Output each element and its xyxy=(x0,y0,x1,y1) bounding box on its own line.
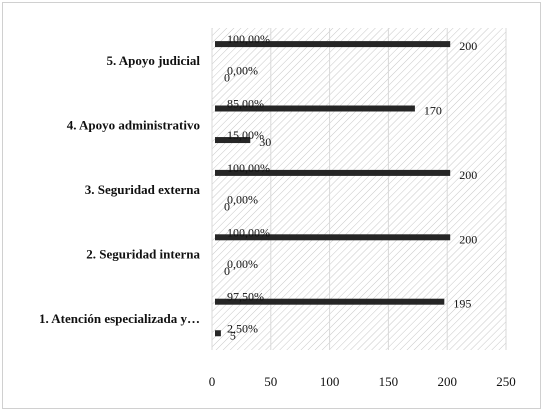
x-tick-label: 100 xyxy=(320,374,340,389)
bars-layer xyxy=(215,41,451,337)
category-label: 1. Atención especializada y… xyxy=(39,311,200,326)
percent-label: 100,00% xyxy=(227,225,270,239)
bar xyxy=(215,234,451,241)
value-label: 170 xyxy=(424,104,442,118)
plot-area xyxy=(212,28,506,350)
value-label: 200 xyxy=(459,232,477,246)
category-label: 2. Seguridad interna xyxy=(86,246,200,261)
value-label: 5 xyxy=(230,328,236,342)
x-tick-label: 50 xyxy=(264,374,277,389)
percent-label: 100,00% xyxy=(227,32,270,46)
percent-label: 100,00% xyxy=(227,161,270,175)
x-tick-label: 150 xyxy=(379,374,399,389)
category-label: 5. Apoyo judicial xyxy=(106,53,200,68)
x-axis-ticks: 0 50 100 150 200 250 xyxy=(209,374,516,389)
bar xyxy=(215,298,445,305)
percent-label: 2,50% xyxy=(227,321,258,335)
category-label: 4. Apoyo administrativo xyxy=(67,118,200,133)
percent-label: 85,00% xyxy=(227,97,264,111)
category-label: 3. Seguridad externa xyxy=(85,182,201,197)
bar xyxy=(215,41,451,48)
value-label: 0 xyxy=(224,199,230,213)
gridlines xyxy=(211,28,507,350)
value-label: 200 xyxy=(459,39,477,53)
x-tick-label: 250 xyxy=(496,374,516,389)
percent-label: 97,50% xyxy=(227,290,264,304)
x-tick-label: 200 xyxy=(437,374,457,389)
value-label: 30 xyxy=(259,135,271,149)
x-tick-label: 0 xyxy=(209,374,216,389)
category-labels: 1. Atención especializada y… 2. Seguridad… xyxy=(39,53,201,326)
bar xyxy=(215,137,251,144)
value-label: 195 xyxy=(453,297,471,311)
bar xyxy=(215,330,221,337)
percent-label: 0,00% xyxy=(227,192,258,206)
value-label: 200 xyxy=(459,168,477,182)
value-label: 0 xyxy=(224,71,230,85)
value-label: 0 xyxy=(224,264,230,278)
percent-label: 15,00% xyxy=(227,128,264,142)
percent-label: 0,00% xyxy=(227,64,258,78)
bar xyxy=(215,169,451,176)
percent-label: 0,00% xyxy=(227,257,258,271)
bar xyxy=(215,105,415,112)
